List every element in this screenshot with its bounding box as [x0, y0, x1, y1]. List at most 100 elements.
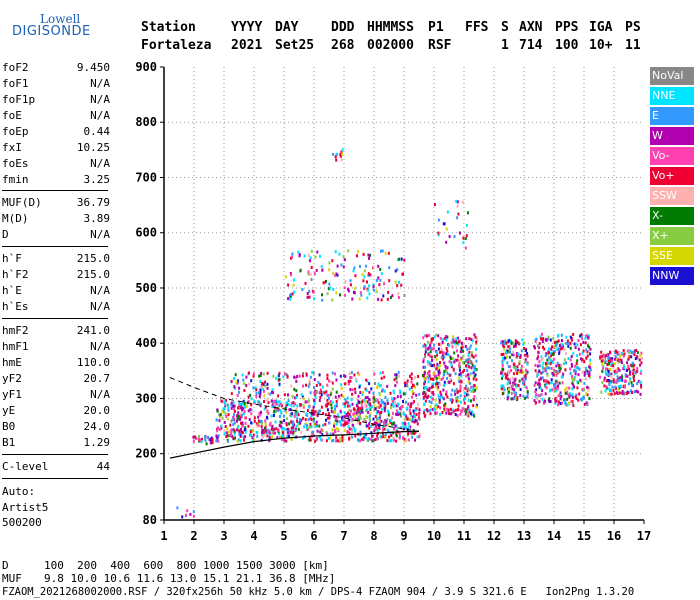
param-name: h`E [2, 284, 22, 297]
echo-point [554, 401, 557, 405]
echo-point [516, 341, 519, 345]
echo-point [439, 361, 441, 364]
echo-point [238, 390, 240, 394]
echo-point [297, 421, 300, 425]
echo-point [588, 345, 591, 349]
echo-point [379, 415, 381, 419]
echo-point [625, 392, 628, 395]
echo-point [538, 364, 541, 368]
echo-point [290, 420, 293, 424]
echo-point [567, 357, 570, 360]
echo-point [319, 435, 322, 439]
echo-point [612, 365, 615, 369]
echo-point [474, 354, 477, 358]
legend-item-w: W [650, 127, 694, 145]
echo-point [640, 382, 642, 386]
echo-point [462, 398, 465, 402]
echo-point [470, 390, 473, 393]
echo-point [273, 409, 276, 413]
echo-point [204, 438, 207, 442]
echo-point [464, 344, 467, 348]
echo-point [635, 370, 638, 374]
echo-point [548, 397, 551, 401]
echo-point [524, 377, 527, 381]
echo-point [519, 354, 522, 358]
param-row: h`F2 215.0 [2, 268, 110, 282]
echo-point [432, 392, 435, 396]
echo-point [440, 378, 443, 381]
echo-point [538, 400, 541, 404]
echo-point [337, 427, 340, 431]
echo-point [408, 402, 411, 406]
echo-point [326, 408, 329, 412]
echo-point [238, 432, 241, 436]
echo-point [331, 298, 334, 302]
echo-point [225, 399, 227, 403]
echo-point [372, 417, 375, 421]
echo-point [271, 390, 273, 394]
echo-point [330, 391, 333, 395]
echo-point [366, 395, 369, 399]
echo-point [218, 419, 221, 423]
echo-point [539, 335, 542, 339]
echo-point [539, 358, 542, 362]
echo-point [357, 371, 359, 375]
echo-point [248, 418, 251, 421]
echo-point [339, 153, 342, 157]
param-name: hmE [2, 356, 22, 369]
echo-point [599, 375, 602, 379]
echo-point [240, 427, 242, 431]
echo-point [524, 349, 527, 352]
echo-point [315, 391, 318, 394]
echo-point [216, 436, 219, 440]
echo-point [432, 347, 435, 351]
echo-point [471, 355, 474, 359]
echo-point [630, 381, 633, 385]
echo-point [509, 350, 512, 354]
echo-point [435, 406, 438, 410]
echo-point [631, 350, 634, 354]
echo-point [545, 364, 548, 368]
echo-point [283, 419, 286, 423]
echo-point [312, 405, 315, 409]
echo-point [565, 341, 568, 345]
echo-point [313, 378, 316, 381]
echo-point [603, 378, 606, 382]
echo-point [390, 439, 393, 443]
echo-point [396, 395, 399, 399]
echo-point [510, 384, 513, 388]
echo-point [278, 382, 281, 386]
echo-point [286, 435, 289, 438]
echo-point [357, 421, 359, 425]
echo-point [424, 386, 427, 390]
echo-point [312, 430, 314, 434]
echo-point [611, 357, 614, 361]
echo-point [612, 388, 615, 392]
echo-point [369, 419, 371, 423]
echo-point [388, 435, 391, 439]
echo-point [423, 386, 426, 390]
echo-point [223, 407, 226, 411]
echo-point [435, 367, 438, 371]
echo-point [509, 344, 512, 348]
echo-point [608, 379, 611, 383]
echo-point [244, 421, 247, 425]
echo-point [449, 407, 452, 411]
echo-point [227, 413, 230, 417]
echo-point [308, 399, 310, 403]
echo-point [450, 363, 453, 367]
echo-point [402, 272, 405, 276]
echo-point [398, 432, 401, 436]
echo-point [389, 419, 392, 423]
echo-point [337, 397, 340, 401]
echo-point [392, 404, 395, 408]
echo-point [233, 385, 236, 389]
echo-point [299, 418, 301, 422]
echo-point [437, 394, 440, 398]
echo-point [426, 360, 429, 364]
echo-point [475, 403, 478, 407]
echo-point [248, 382, 251, 386]
echo-point [342, 255, 345, 259]
echo-point [588, 370, 591, 374]
echo-point [558, 369, 561, 373]
